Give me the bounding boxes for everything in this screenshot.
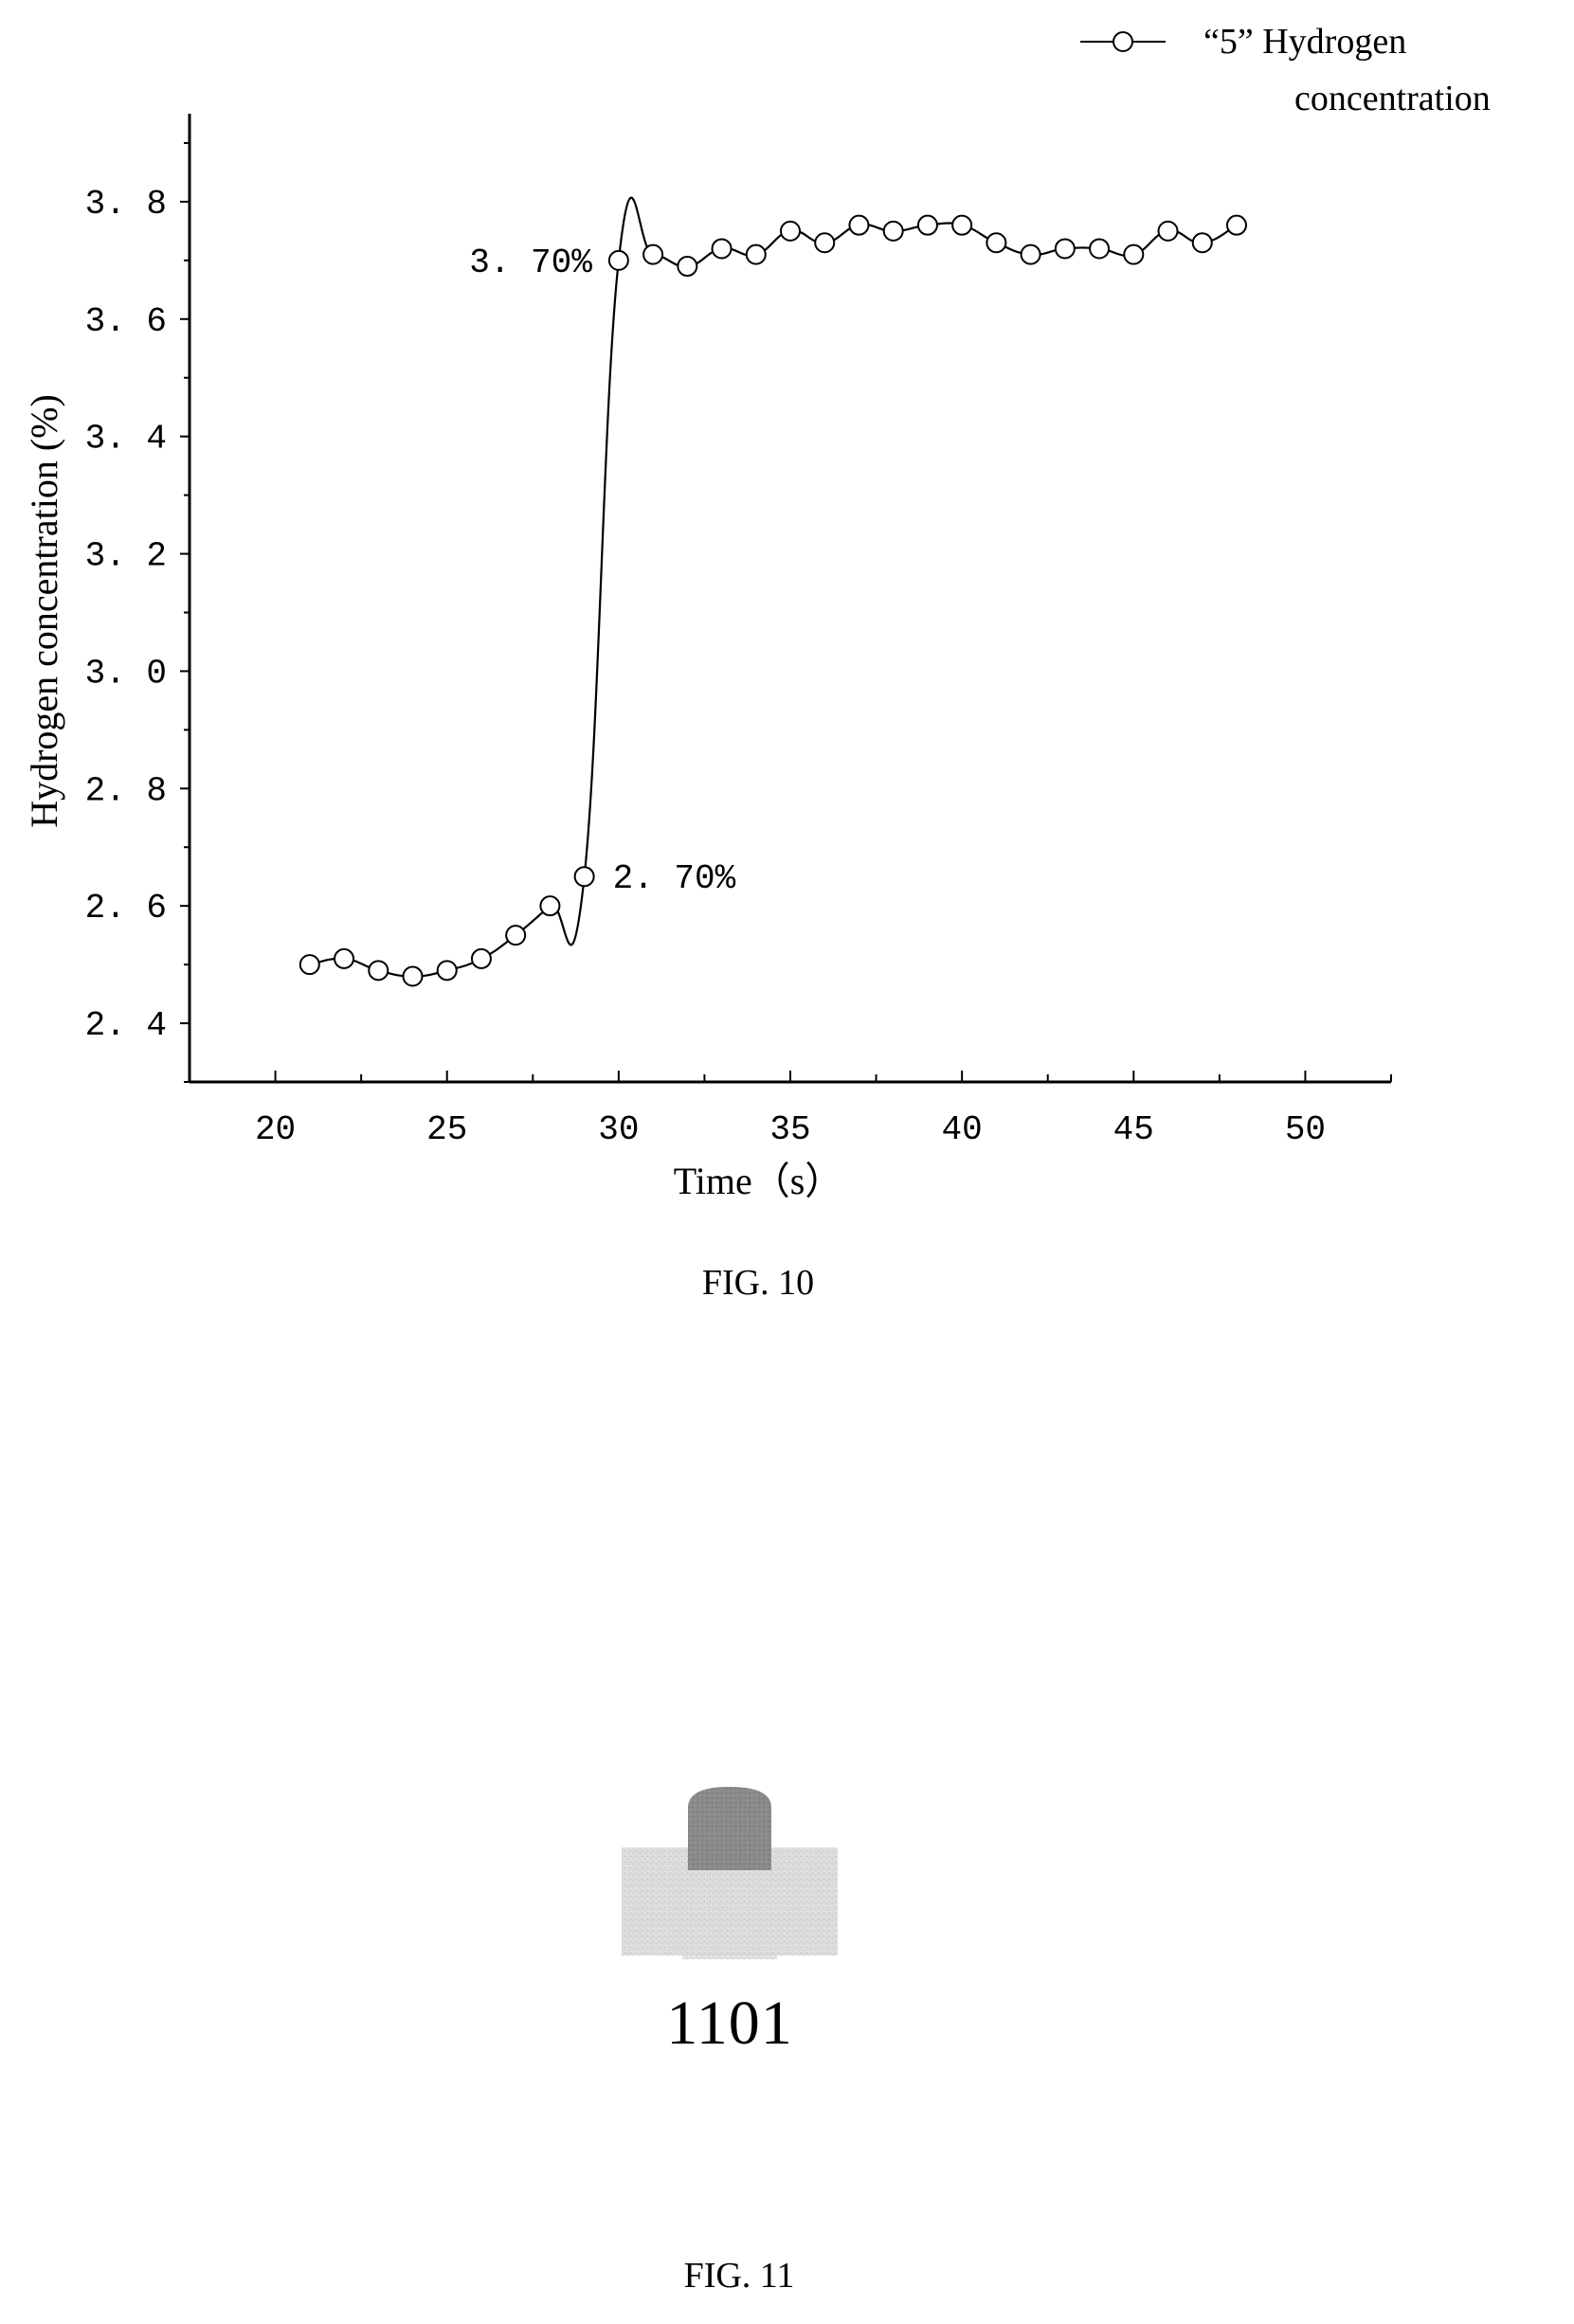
fig10-caption: FIG. 10 bbox=[701, 1263, 815, 1303]
x-tick-label: 25 bbox=[426, 1110, 467, 1149]
component-base bbox=[682, 1923, 777, 1959]
y-tick-label: 2. 8 bbox=[85, 771, 167, 810]
data-point bbox=[916, 214, 938, 236]
data-point bbox=[1157, 220, 1179, 242]
chart-axes bbox=[188, 114, 1391, 1084]
x-axis-label: Time（s） bbox=[674, 1160, 843, 1202]
fig11-reference-numeral: 1101 bbox=[666, 1989, 793, 2058]
data-point bbox=[1123, 243, 1145, 265]
data-point bbox=[539, 895, 561, 917]
chart-legend: “5” Hydrogen concentration bbox=[1080, 22, 1491, 118]
x-tick-label: 40 bbox=[942, 1110, 983, 1149]
chart-annotations: 2. 70% 3. 70% bbox=[469, 243, 735, 898]
data-point bbox=[470, 947, 492, 969]
data-point bbox=[814, 232, 836, 254]
data-point bbox=[573, 866, 595, 888]
data-point bbox=[334, 947, 355, 969]
y-tick-label: 3. 8 bbox=[85, 185, 167, 224]
series-line bbox=[309, 196, 1238, 978]
y-axis-label: Hydrogen concentration (%) bbox=[23, 394, 65, 828]
data-point bbox=[505, 925, 527, 946]
hydrogen-concentration-chart: 2. 4 2. 6 2. 8 3. 0 3. 2 3. 4 3. 6 3. 8 20 25 30 35… bbox=[23, 22, 1491, 1202]
legend-label-line1: “5” Hydrogen bbox=[1203, 22, 1406, 62]
data-point bbox=[1089, 238, 1111, 260]
data-point bbox=[1191, 232, 1213, 254]
x-tick-label: 30 bbox=[598, 1110, 639, 1149]
annotation-label: 3. 70% bbox=[469, 243, 592, 282]
data-point bbox=[882, 220, 904, 242]
data-point bbox=[607, 249, 629, 271]
data-point bbox=[1054, 238, 1076, 260]
data-point bbox=[711, 238, 733, 260]
data-point bbox=[1225, 214, 1247, 236]
data-point bbox=[299, 954, 320, 976]
data-point bbox=[642, 243, 664, 265]
y-tick-label: 3. 0 bbox=[85, 654, 167, 693]
legend-label-line2: concentration bbox=[1294, 79, 1491, 118]
x-tick-label: 45 bbox=[1113, 1110, 1154, 1149]
fig11-caption: FIG. 11 bbox=[683, 2256, 795, 2296]
y-tick-label: 3. 4 bbox=[85, 420, 167, 459]
legend-marker bbox=[1113, 31, 1133, 52]
x-tick-label: 20 bbox=[255, 1110, 296, 1149]
data-point bbox=[368, 960, 389, 982]
y-tick-label: 3. 6 bbox=[85, 302, 167, 341]
y-tick-label: 3. 2 bbox=[85, 537, 167, 576]
data-point bbox=[436, 960, 458, 982]
y-tick-label: 2. 4 bbox=[85, 1006, 167, 1045]
chart-series bbox=[299, 196, 1247, 987]
data-point bbox=[986, 232, 1007, 254]
y-tick-label: 2. 6 bbox=[85, 889, 167, 928]
annotation-label: 2. 70% bbox=[613, 859, 736, 898]
fig11-component-image bbox=[622, 1787, 838, 1959]
data-point bbox=[780, 220, 801, 242]
data-point bbox=[402, 965, 424, 987]
data-point bbox=[1020, 243, 1041, 265]
x-tick-label: 35 bbox=[769, 1110, 810, 1149]
x-tick-label: 50 bbox=[1285, 1110, 1326, 1149]
component-cap bbox=[688, 1787, 771, 1870]
data-point bbox=[848, 214, 870, 236]
data-point bbox=[745, 243, 767, 265]
data-point bbox=[951, 214, 973, 236]
chart-ticks: 2. 4 2. 6 2. 8 3. 0 3. 2 3. 4 3. 6 3. 8 20 25 30 35… bbox=[85, 141, 1392, 1149]
data-point bbox=[677, 256, 698, 278]
